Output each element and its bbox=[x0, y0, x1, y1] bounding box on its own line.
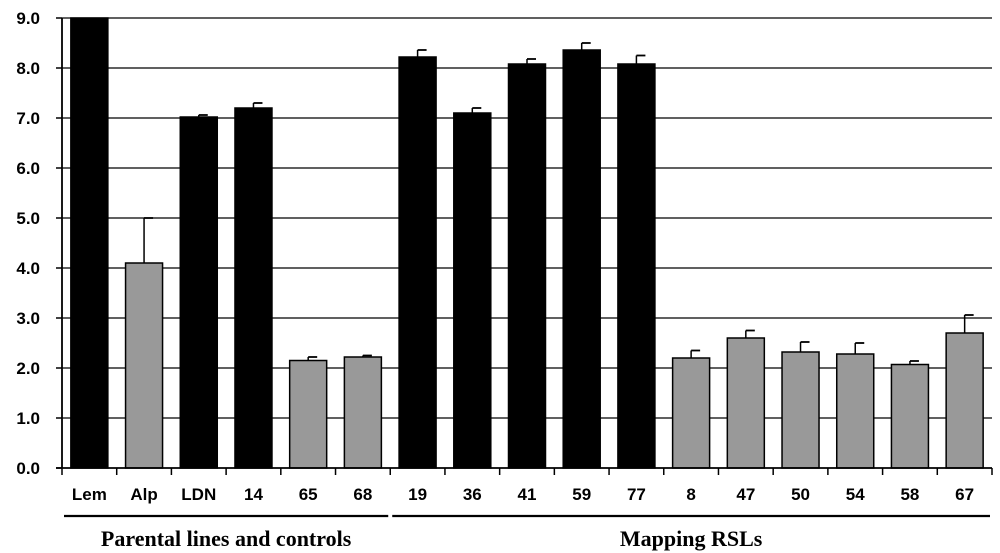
y-tick-labels: 0.0 1.0 2.0 3.0 4.0 5.0 6.0 7.0 8.0 9.0 bbox=[16, 9, 40, 478]
x-tick-label: 67 bbox=[955, 485, 974, 504]
bar-14 bbox=[234, 107, 273, 469]
y-tick-label: 4.0 bbox=[16, 259, 40, 278]
x-tick-label: 54 bbox=[846, 485, 865, 504]
x-tick-labels: Lem Alp LDN 14 65 68 19 36 41 59 77 8 47 50 54 58 67 bbox=[72, 485, 974, 504]
y-tick-label: 1.0 bbox=[16, 409, 40, 428]
y-tick-label: 6.0 bbox=[16, 159, 40, 178]
x-tick-label: 8 bbox=[686, 485, 695, 504]
bar-65 bbox=[288, 359, 328, 469]
bar-77 bbox=[617, 63, 656, 469]
y-tick-label: 7.0 bbox=[16, 109, 40, 128]
bar-54 bbox=[835, 353, 875, 469]
x-tick-label: 58 bbox=[900, 485, 919, 504]
x-tick-label: 68 bbox=[353, 485, 372, 504]
x-tick-label: 77 bbox=[627, 485, 646, 504]
axes bbox=[56, 17, 993, 475]
x-tick-label: 36 bbox=[463, 485, 482, 504]
y-tick-label: 9.0 bbox=[16, 9, 40, 28]
bar-Lem bbox=[70, 17, 109, 469]
x-tick-label: Alp bbox=[130, 485, 157, 504]
bar-59 bbox=[562, 49, 601, 469]
x-tick-label: 14 bbox=[244, 485, 263, 504]
group-brackets: Parental lines and controls Mapping RSLs bbox=[64, 514, 990, 551]
x-tick-label: 59 bbox=[572, 485, 591, 504]
bar-8 bbox=[671, 357, 711, 469]
error-bars bbox=[143, 42, 974, 365]
y-tick-label: 0.0 bbox=[16, 459, 40, 478]
group-label: Mapping RSLs bbox=[620, 526, 763, 551]
x-tick-label: 41 bbox=[518, 485, 537, 504]
bar-LDN bbox=[179, 116, 219, 469]
x-tick-label: 19 bbox=[408, 485, 427, 504]
y-tick-label: 2.0 bbox=[16, 359, 40, 378]
bar-47 bbox=[726, 337, 766, 469]
x-tick-label: 50 bbox=[791, 485, 810, 504]
y-tick-label: 3.0 bbox=[16, 309, 40, 328]
bar-36 bbox=[453, 112, 492, 469]
bar-50 bbox=[781, 351, 820, 469]
bar-58 bbox=[890, 363, 930, 469]
bar-Alp bbox=[124, 262, 164, 469]
bar-19 bbox=[398, 56, 437, 469]
x-tick-label: Lem bbox=[72, 485, 107, 504]
bar-41 bbox=[507, 63, 547, 469]
bar-68 bbox=[343, 356, 383, 469]
x-tick-label: LDN bbox=[181, 485, 216, 504]
x-tick-label: 47 bbox=[736, 485, 755, 504]
y-tick-label: 8.0 bbox=[16, 59, 40, 78]
y-tick-label: 5.0 bbox=[16, 209, 40, 228]
bars bbox=[70, 17, 984, 469]
x-tick-label: 65 bbox=[299, 485, 318, 504]
group-label: Parental lines and controls bbox=[101, 526, 352, 551]
bar-67 bbox=[945, 332, 984, 469]
